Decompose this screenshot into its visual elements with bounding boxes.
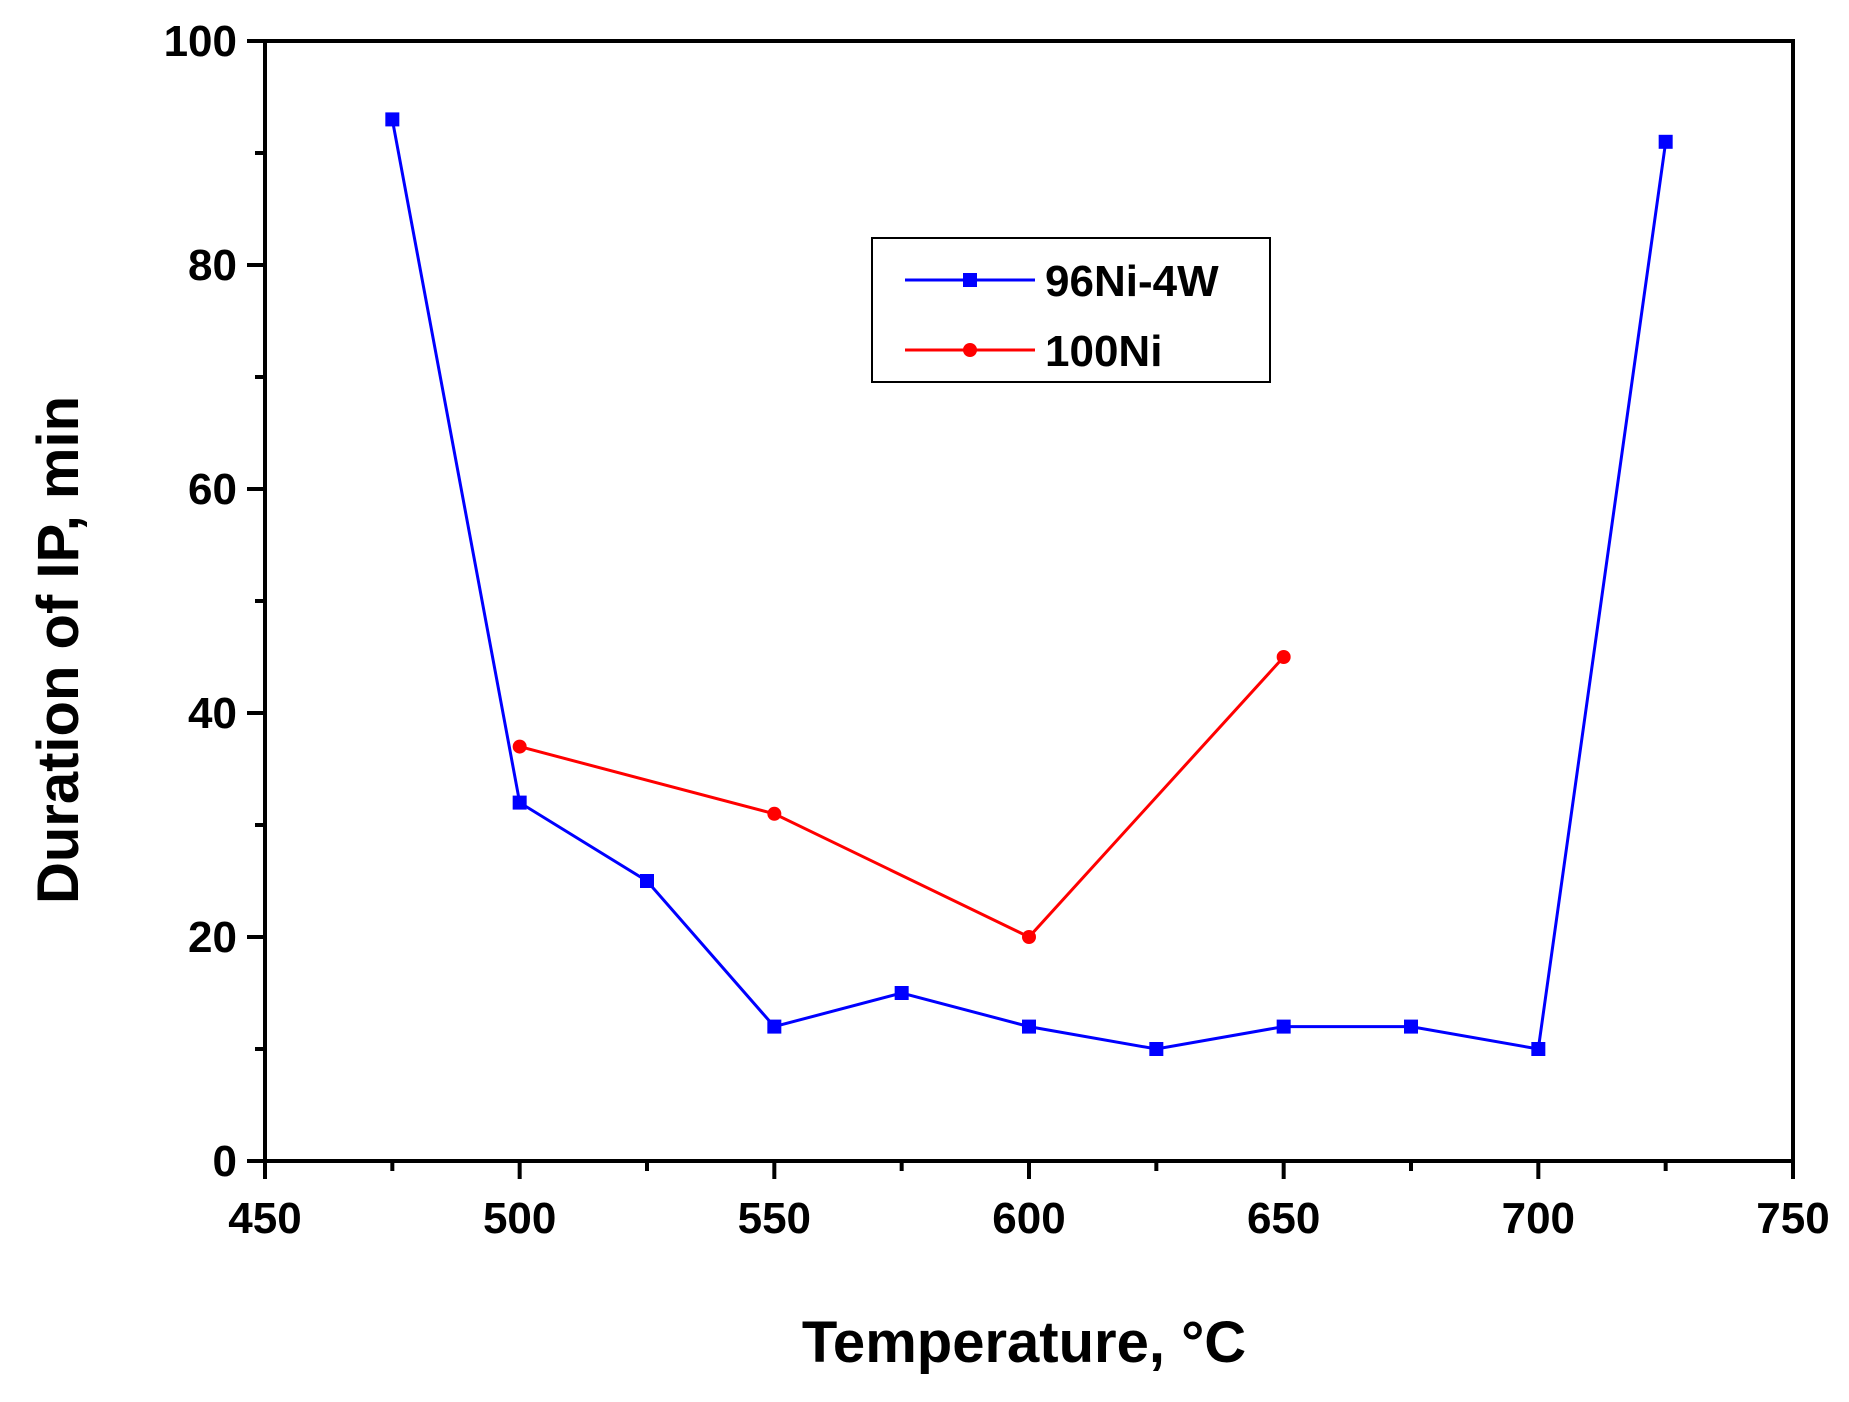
y-axis-title: Duration of IP, min — [26, 396, 91, 904]
y-tick-label: 0 — [213, 1137, 237, 1186]
plot-frame — [263, 39, 1795, 1163]
data-point-96ni-4w — [767, 1019, 782, 1034]
data-point-96ni-4w — [512, 795, 527, 810]
legend: 96Ni-4W 100Ni — [871, 237, 1271, 383]
data-point-100ni — [767, 806, 782, 821]
legend-box — [871, 237, 1271, 383]
x-tick-label: 600 — [992, 1194, 1065, 1243]
data-point-100ni — [512, 739, 527, 754]
data-point-96ni-4w — [640, 874, 654, 888]
data-point-96ni-4w — [1022, 1019, 1036, 1034]
x-tick-label: 500 — [483, 1194, 556, 1243]
data-point-96ni-4w — [1531, 1042, 1546, 1056]
x-axis-title: Temperature, °C — [802, 1310, 1246, 1375]
series-layer — [385, 112, 1673, 1056]
x-tick-label: 650 — [1247, 1194, 1320, 1243]
x-axis: 450 500 550 600 650 700 750 — [228, 1161, 1830, 1243]
series-line-100ni — [519, 655, 1285, 939]
y-tick-label: 80 — [188, 241, 237, 290]
data-point-100ni — [1276, 650, 1291, 664]
x-tick-label: 700 — [1502, 1194, 1575, 1243]
data-point-96ni-4w — [894, 986, 909, 1000]
legend-marker-96ni-4w — [963, 273, 977, 287]
y-tick-label: 60 — [188, 465, 237, 514]
x-tick-label: 450 — [228, 1194, 301, 1243]
x-tick-label: 550 — [738, 1194, 811, 1243]
y-tick-label: 100 — [164, 17, 237, 66]
data-point-96ni-4w — [385, 112, 400, 127]
plot-area — [263, 39, 1795, 1163]
y-axis: 0 20 40 60 80 100 — [164, 17, 265, 1186]
data-point-96ni-4w — [1658, 134, 1673, 149]
y-tick-label: 40 — [188, 689, 237, 738]
legend-label-100ni: 100Ni — [1045, 327, 1162, 376]
data-point-96ni-4w — [1276, 1019, 1291, 1034]
data-point-100ni — [1022, 930, 1036, 944]
y-tick-label: 20 — [188, 913, 237, 962]
x-tick-label: 750 — [1756, 1194, 1829, 1243]
data-point-96ni-4w — [1404, 1019, 1418, 1034]
legend-marker-100ni — [963, 343, 977, 357]
data-point-96ni-4w — [1149, 1042, 1164, 1056]
legend-label-96ni-4w: 96Ni-4W — [1045, 257, 1219, 306]
